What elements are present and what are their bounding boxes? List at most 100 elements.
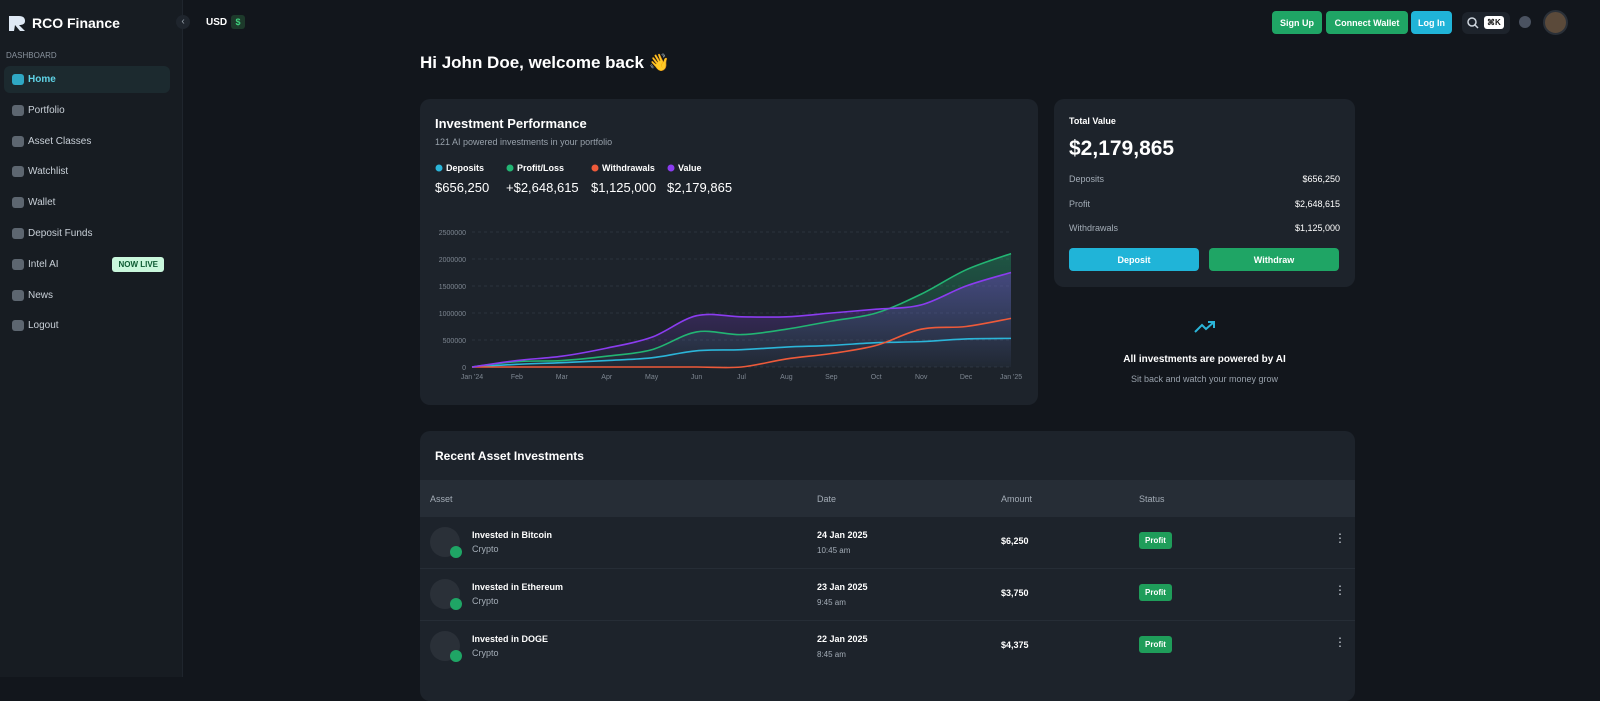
date: 24 Jan 2025 xyxy=(817,530,868,540)
search[interactable]: ⌘K xyxy=(1462,12,1510,34)
table-header: Asset Date Amount Status xyxy=(420,480,1355,516)
trend-badge xyxy=(450,650,462,662)
logo xyxy=(7,13,27,33)
top-button[interactable]: Connect Wallet xyxy=(1326,11,1408,34)
withdraw-button[interactable]: Withdraw xyxy=(1209,248,1339,271)
column-header: Asset xyxy=(430,494,453,504)
top-button[interactable]: Sign Up xyxy=(1272,11,1322,34)
column-header: Date xyxy=(817,494,836,504)
nav-icon xyxy=(12,290,24,301)
legend-label: Deposits xyxy=(446,163,484,173)
row-menu[interactable]: ⋮ xyxy=(1334,531,1346,545)
nav-item[interactable]: News xyxy=(4,282,170,309)
x-tick-label: Jun xyxy=(691,374,702,381)
time: 9:45 am xyxy=(817,598,846,607)
date: 22 Jan 2025 xyxy=(817,634,868,644)
amount: $4,375 xyxy=(1001,640,1029,650)
nav-icon xyxy=(12,74,24,85)
nav-item[interactable]: Asset Classes xyxy=(4,128,170,155)
asset-title: Invested in Ethereum xyxy=(472,582,563,592)
nav-icon xyxy=(12,105,24,116)
trend-badge xyxy=(450,546,462,558)
brand: RCO Finance xyxy=(32,15,120,31)
nav-item[interactable]: Intel AI NOW LIVE xyxy=(4,251,170,278)
table-row: Invested in DOGECrypto22 Jan 20258:45 am… xyxy=(420,620,1355,672)
nav-item[interactable]: Logout xyxy=(4,312,170,339)
legend-value: $1,125,000 xyxy=(591,180,656,195)
currency[interactable]: USD xyxy=(206,17,227,28)
nav-icon xyxy=(12,320,24,331)
legend-dot xyxy=(436,165,443,172)
legend-dot xyxy=(507,165,514,172)
deposit-button[interactable]: Deposit xyxy=(1069,248,1199,271)
nav-label: News xyxy=(28,290,53,301)
date: 23 Jan 2025 xyxy=(817,582,868,592)
nav-item[interactable]: Deposit Funds xyxy=(4,220,170,247)
nav-item[interactable]: Portfolio xyxy=(4,97,170,124)
legend-label: Value xyxy=(678,163,702,173)
recent-title: Recent Asset Investments xyxy=(435,449,584,463)
legend-dot xyxy=(592,165,599,172)
x-tick-label: May xyxy=(645,374,659,381)
amount: $6,250 xyxy=(1001,536,1029,546)
x-tick-label: Jan '24 xyxy=(461,374,483,381)
summary-label: Profit xyxy=(1069,199,1090,209)
currency-symbol: $ xyxy=(231,15,245,29)
row-menu[interactable]: ⋮ xyxy=(1334,635,1346,649)
avatar[interactable] xyxy=(1543,10,1568,35)
asset-type: Crypto xyxy=(472,648,499,658)
top-button[interactable]: Log In xyxy=(1411,11,1452,34)
trend-icon xyxy=(1193,319,1217,335)
summary-title: Total Value xyxy=(1069,116,1116,126)
summary-label: Deposits xyxy=(1069,174,1104,184)
summary-value: $656,250 xyxy=(1302,174,1340,184)
collapse-button[interactable]: ‹ xyxy=(176,15,190,29)
y-tick-label: 500000 xyxy=(443,338,466,345)
amount: $3,750 xyxy=(1001,588,1029,598)
time: 10:45 am xyxy=(817,546,850,555)
x-tick-label: Feb xyxy=(511,374,523,381)
nav-label: Wallet xyxy=(28,197,55,208)
y-tick-label: 0 xyxy=(462,365,466,372)
nav-icon xyxy=(12,228,24,239)
column-header: Status xyxy=(1139,494,1165,504)
nav-label: Watchlist xyxy=(28,166,68,177)
nav-item[interactable]: Wallet xyxy=(4,189,170,216)
trend-badge xyxy=(450,598,462,610)
asset-type: Crypto xyxy=(472,596,499,606)
nav-label: Home xyxy=(28,74,56,85)
search-icon xyxy=(1467,17,1479,29)
nav-item[interactable]: Watchlist xyxy=(4,158,170,185)
x-tick-label: Jan '25 xyxy=(1000,374,1022,381)
asset-title: Invested in DOGE xyxy=(472,634,548,644)
nav-label: Asset Classes xyxy=(28,136,91,147)
summary-label: Withdrawals xyxy=(1069,223,1118,233)
x-tick-label: Jul xyxy=(737,374,746,381)
settings-icon[interactable] xyxy=(1519,16,1531,28)
row-menu[interactable]: ⋮ xyxy=(1334,583,1346,597)
legend-value: +$2,648,615 xyxy=(506,180,579,195)
badge: NOW LIVE xyxy=(112,257,164,272)
nav-label: Intel AI xyxy=(28,259,59,270)
greeting: Hi John Doe, welcome back 👋 xyxy=(420,53,670,73)
page: RCO Finance DASHBOARD Home Portfolio Asset… xyxy=(0,0,1600,677)
nav-icon xyxy=(12,166,24,177)
x-tick-label: Oct xyxy=(871,374,882,381)
nav-item[interactable]: Home xyxy=(4,66,170,93)
y-tick-label: 1000000 xyxy=(439,311,466,318)
nav-icon xyxy=(12,136,24,147)
shortcut: ⌘K xyxy=(1484,16,1504,29)
legend-dot xyxy=(668,165,675,172)
table-row: Invested in Bitcoin Crypto 24 Jan 2025 10:4… xyxy=(420,516,1355,568)
summary-value: $1,125,000 xyxy=(1295,223,1340,233)
y-tick-label: 1500000 xyxy=(439,284,466,291)
nav-label: Deposit Funds xyxy=(28,228,92,239)
asset-title: Invested in Bitcoin xyxy=(472,530,552,540)
y-tick-label: 2000000 xyxy=(439,257,466,264)
table-row: Invested in Ethereum Crypto 23 Jan 2025 9:4… xyxy=(420,568,1355,620)
column-header: Amount xyxy=(1001,494,1032,504)
status: Profit xyxy=(1139,636,1172,653)
section-label: DASHBOARD xyxy=(6,51,57,60)
asset-type: Crypto xyxy=(472,544,499,554)
x-tick-label: Dec xyxy=(960,374,973,381)
